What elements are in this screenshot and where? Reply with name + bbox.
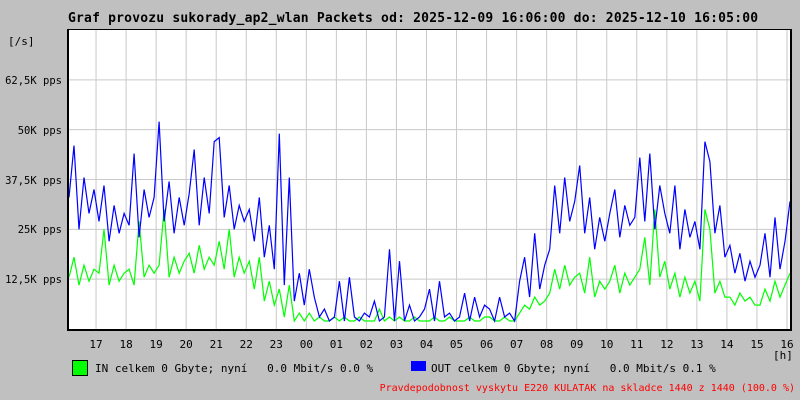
alert-text: Pravdepodobnost vyskytu E220 KULATAK na … bbox=[379, 383, 795, 394]
y-tick-label: 37,5K pps bbox=[5, 174, 62, 187]
x-tick-label: 09 bbox=[570, 338, 584, 351]
x-tick-label: 21 bbox=[209, 338, 223, 351]
y-tick-label: 12,5K pps bbox=[5, 274, 62, 287]
legend-in-swatch bbox=[72, 360, 88, 376]
x-tick-label: 00 bbox=[299, 338, 313, 351]
x-tick-label: 16 bbox=[780, 338, 794, 351]
plot-area bbox=[67, 29, 792, 331]
x-axis-unit-label: [h] bbox=[773, 349, 793, 362]
x-tick-label: 23 bbox=[269, 338, 283, 351]
x-tick-label: 20 bbox=[179, 338, 193, 351]
x-tick-label: 10 bbox=[600, 338, 614, 351]
legend-out-swatch bbox=[411, 361, 426, 371]
y-tick-label: 62,5K pps bbox=[5, 74, 62, 87]
x-tick-label: 18 bbox=[119, 338, 133, 351]
traffic-plot-canvas bbox=[69, 30, 790, 329]
out-series-line bbox=[69, 121, 790, 324]
x-tick-label: 19 bbox=[149, 338, 163, 351]
y-tick-label: 25K pps bbox=[17, 224, 62, 237]
y-axis-unit-label: [/s] bbox=[8, 35, 35, 48]
x-tick-label: 12 bbox=[660, 338, 674, 351]
x-tick-label: 15 bbox=[750, 338, 764, 351]
x-tick-label: 04 bbox=[419, 338, 434, 351]
x-tick-label: 17 bbox=[89, 338, 103, 351]
x-tick-label: 06 bbox=[479, 338, 494, 351]
legend-in-label: IN celkem 0 Gbyte; nyní 0.0 Mbit/s 0.0 % bbox=[95, 362, 374, 375]
y-tick-label: 50K pps bbox=[17, 124, 62, 137]
x-tick-label: 02 bbox=[359, 338, 374, 351]
in-series-line bbox=[69, 209, 790, 323]
x-tick-label: 08 bbox=[540, 338, 554, 351]
x-tick-label: 05 bbox=[449, 338, 464, 351]
x-tick-label: 07 bbox=[509, 338, 524, 351]
x-tick-label: 03 bbox=[389, 338, 404, 351]
graph-title: Graf provozu sukorady_ap2_wlan Packets o… bbox=[68, 11, 759, 26]
x-tick-label: 01 bbox=[329, 338, 343, 351]
x-tick-label: 22 bbox=[239, 338, 253, 351]
x-tick-label: 13 bbox=[690, 338, 704, 351]
legend-out-label: OUT celkem 0 Gbyte; nyní 0.0 Mbit/s 0.1 … bbox=[431, 362, 716, 375]
x-tick-label: 11 bbox=[630, 338, 644, 351]
x-tick-label: 14 bbox=[720, 338, 734, 351]
